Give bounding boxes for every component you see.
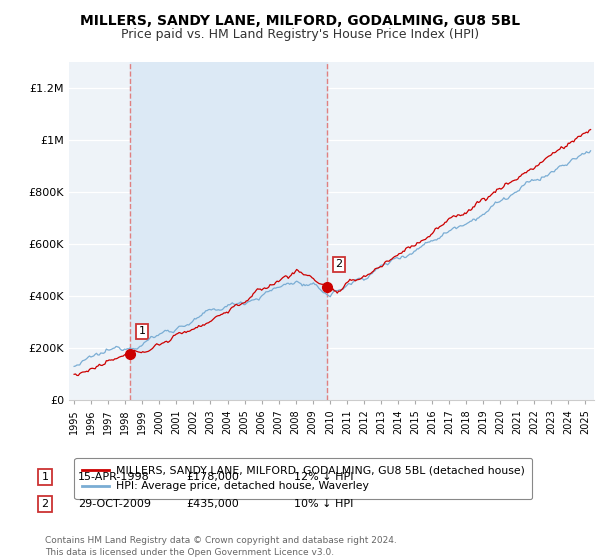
Text: £178,000: £178,000 bbox=[186, 472, 239, 482]
Legend: MILLERS, SANDY LANE, MILFORD, GODALMING, GU8 5BL (detached house), HPI: Average : MILLERS, SANDY LANE, MILFORD, GODALMING,… bbox=[74, 458, 532, 499]
Text: 10% ↓ HPI: 10% ↓ HPI bbox=[294, 499, 353, 509]
Text: 1: 1 bbox=[41, 472, 49, 482]
Text: 2: 2 bbox=[41, 499, 49, 509]
Bar bbox=[130, 62, 327, 400]
Text: 15-APR-1998: 15-APR-1998 bbox=[78, 472, 150, 482]
Text: Price paid vs. HM Land Registry's House Price Index (HPI): Price paid vs. HM Land Registry's House … bbox=[121, 28, 479, 41]
Text: MILLERS, SANDY LANE, MILFORD, GODALMING, GU8 5BL: MILLERS, SANDY LANE, MILFORD, GODALMING,… bbox=[80, 14, 520, 28]
Text: 2: 2 bbox=[335, 259, 343, 269]
Text: 12% ↓ HPI: 12% ↓ HPI bbox=[294, 472, 353, 482]
Text: 1: 1 bbox=[139, 326, 146, 337]
Text: £435,000: £435,000 bbox=[186, 499, 239, 509]
Text: Contains HM Land Registry data © Crown copyright and database right 2024.
This d: Contains HM Land Registry data © Crown c… bbox=[45, 536, 397, 557]
Text: 29-OCT-2009: 29-OCT-2009 bbox=[78, 499, 151, 509]
